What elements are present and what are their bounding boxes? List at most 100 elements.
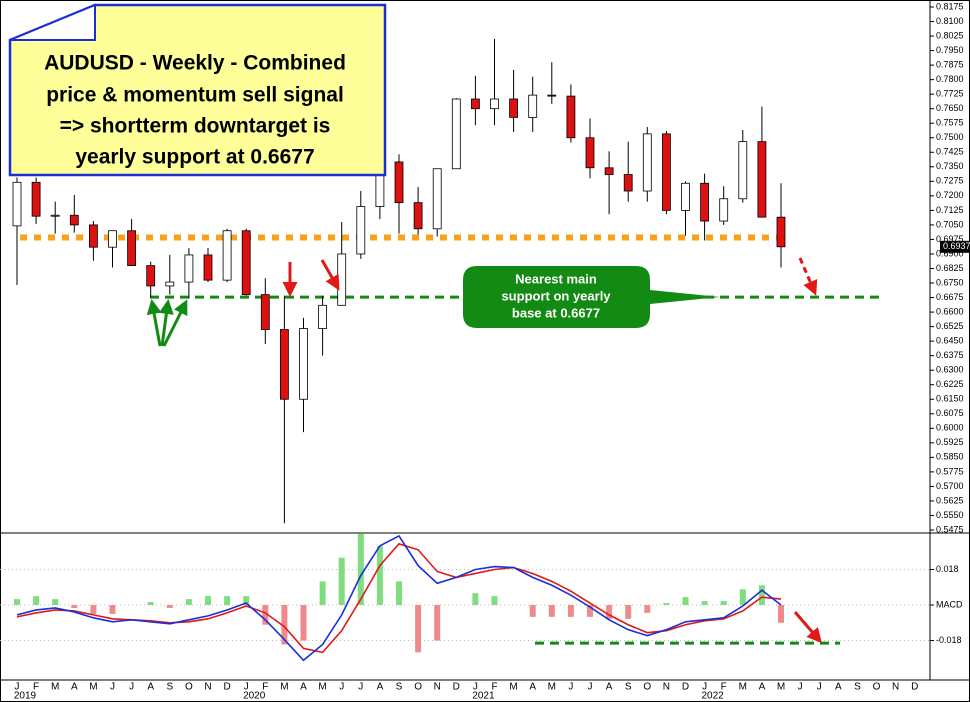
y-tick-label: 0.7575 xyxy=(936,118,964,128)
annotation: support on yearly xyxy=(501,288,611,303)
title-box-fold xyxy=(9,3,96,41)
title-line: price & momentum sell signal xyxy=(46,84,344,107)
y-tick-label: 0.6750 xyxy=(936,277,964,287)
histogram-bar xyxy=(663,603,670,606)
histogram-bar xyxy=(90,605,97,614)
y-tick-label: 0.7725 xyxy=(936,89,964,99)
candle-body xyxy=(337,253,347,306)
histogram-bar xyxy=(109,605,116,614)
x-tick-label: A xyxy=(529,682,536,693)
candle-body xyxy=(50,214,60,217)
y-tick-label: 0.7800 xyxy=(936,74,964,84)
x-tick-label: M xyxy=(739,682,747,693)
candle-body xyxy=(146,265,156,287)
y-tick-label: 0.8175 xyxy=(936,1,964,11)
x-tick-label: J xyxy=(817,682,822,693)
histogram-bar xyxy=(281,605,288,645)
candle-body xyxy=(451,98,461,170)
candle-body xyxy=(260,294,270,330)
histogram-bar xyxy=(205,596,211,606)
y-tick-label: 0.8025 xyxy=(936,30,964,40)
x-tick-label: N xyxy=(434,682,441,693)
candle-body xyxy=(681,182,690,211)
arrow xyxy=(793,611,822,644)
candle-body xyxy=(528,94,538,118)
candle-body xyxy=(738,141,748,200)
histogram-bar xyxy=(243,596,250,606)
candle-body xyxy=(299,328,308,400)
year-label: 2021 xyxy=(472,691,495,702)
x-tick-label: D xyxy=(453,682,460,693)
x-tick-label: D xyxy=(682,682,689,693)
histogram-bar xyxy=(606,605,613,619)
y-tick-label: 0.6450 xyxy=(936,336,964,346)
y-tick-label: 0.7425 xyxy=(936,147,964,157)
y-tick-label: 0.6525 xyxy=(936,321,964,331)
x-tick-label: M xyxy=(89,682,97,693)
y-tick-label: 0.5625 xyxy=(936,495,964,505)
y-tick-label: 0.8100 xyxy=(936,16,964,26)
candle-body xyxy=(203,254,213,281)
y-tick-label: 0.7875 xyxy=(936,59,964,69)
candle-body xyxy=(69,214,79,226)
x-tick-label: J xyxy=(568,682,573,693)
candle-body xyxy=(623,174,633,192)
candle-body xyxy=(108,230,117,248)
candle-body xyxy=(222,230,232,281)
y-tick-label: 0.6600 xyxy=(936,306,964,316)
y-tick-label: 0.6975 xyxy=(936,234,964,244)
last-price-label: 0.6937 xyxy=(943,241,970,251)
candle-body xyxy=(31,181,41,217)
x-tick-label: A xyxy=(759,682,766,693)
y-tick-label: 0.5850 xyxy=(936,452,964,462)
candle-body xyxy=(241,230,251,296)
candle-body xyxy=(279,329,289,400)
candle-body xyxy=(585,137,595,169)
candle-body xyxy=(165,281,175,287)
y-tick-label: 0.5775 xyxy=(936,466,964,476)
histogram-bar xyxy=(548,605,555,617)
histogram-bar xyxy=(147,602,154,606)
annotations: AUDUSD - Weekly - Combined price & momen… xyxy=(8,3,822,644)
histogram-bar xyxy=(529,605,536,617)
x-tick-label: N xyxy=(663,682,670,693)
year-label: 2020 xyxy=(243,691,266,702)
histogram-bar xyxy=(14,599,20,606)
x-tick-label: J xyxy=(244,682,249,693)
x-tick-label: D xyxy=(223,682,230,693)
x-tick-label: J xyxy=(110,682,115,693)
candle-body xyxy=(318,304,328,329)
candle-body xyxy=(662,133,671,211)
histogram-bar xyxy=(52,599,59,606)
y-tick-label: 0.6225 xyxy=(936,379,964,389)
x-tick-label: J xyxy=(588,682,593,693)
x-tick-label: A xyxy=(71,682,78,693)
title-line: => shortterm downtarget is xyxy=(60,115,331,138)
histogram-bar xyxy=(778,605,784,623)
candle-body xyxy=(547,94,557,97)
histogram-bar xyxy=(357,533,364,606)
x-tick-label: F xyxy=(33,682,39,693)
candle-body xyxy=(757,141,767,218)
x-tick-label: S xyxy=(854,682,861,693)
x-tick-label: J xyxy=(702,682,707,693)
x-tick-label: N xyxy=(892,682,899,693)
arrow xyxy=(162,299,188,347)
y-tick-label: 0.5475 xyxy=(936,524,964,534)
y-tick-label: 0.7350 xyxy=(936,161,964,171)
year-label: 2022 xyxy=(701,691,724,702)
x-tick-label: F xyxy=(721,682,727,693)
y-tick-label: 0.6825 xyxy=(936,263,964,273)
macd-line xyxy=(16,534,782,662)
title-line: AUDUSD - Weekly - Combined xyxy=(44,52,346,75)
title-line: yearly support at 0.6677 xyxy=(75,146,314,169)
arrow xyxy=(146,299,162,347)
candle-body xyxy=(413,202,423,230)
x-tick-label: D xyxy=(911,682,918,693)
histogram-bar xyxy=(185,599,192,606)
x-tick-label: S xyxy=(166,682,173,693)
candle-body xyxy=(432,168,442,230)
x-tick-label: N xyxy=(204,682,211,693)
histogram-bar xyxy=(758,585,765,606)
